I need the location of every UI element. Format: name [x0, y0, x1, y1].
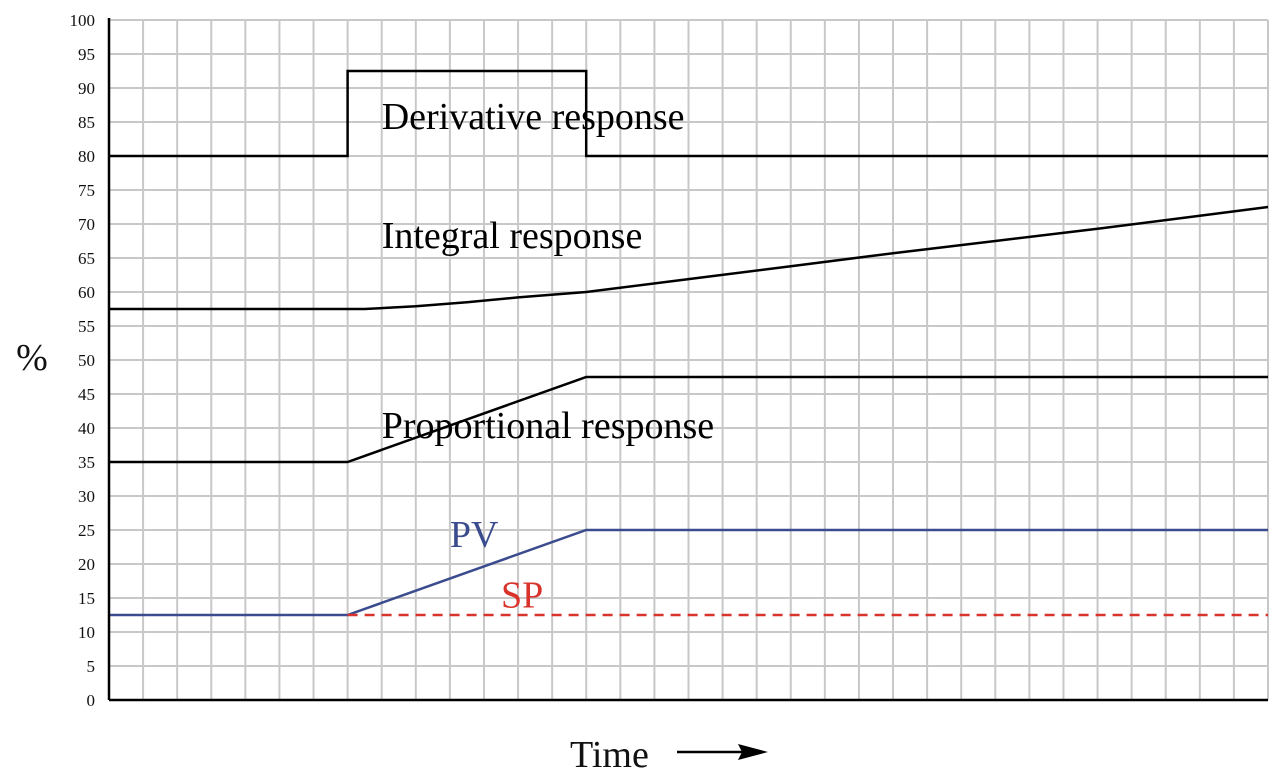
y-tick-label: 80 — [78, 147, 95, 166]
y-tick-label: 90 — [78, 79, 95, 98]
y-tick-label: 85 — [78, 113, 95, 132]
series-line-integral — [109, 205, 1269, 311]
y-tick-labels: 0 5 10 15 20 25 30 35 40 45 50 55 60 65 70 75 80 85 90 95 10… — [70, 11, 96, 710]
grid — [108, 19, 1269, 701]
series-line-pv — [109, 528, 1268, 617]
y-tick-label: 0 — [87, 691, 96, 710]
series-lines — [109, 69, 1269, 617]
annotations: Derivative response Integral response Prop… — [382, 96, 714, 617]
y-axis-label: % — [16, 337, 48, 379]
axes — [107, 18, 1268, 702]
y-tick-label: 20 — [78, 555, 95, 574]
y-tick-label: 15 — [78, 589, 95, 608]
y-tick-label: 25 — [78, 521, 95, 540]
annotation-sp: SP — [501, 575, 543, 617]
y-tick-label: 5 — [87, 657, 96, 676]
y-tick-label: 95 — [78, 45, 95, 64]
y-tick-label: 45 — [78, 385, 95, 404]
y-tick-label: 70 — [78, 215, 95, 234]
annotation-integral: Integral response — [382, 215, 643, 257]
y-tick-label: 100 — [70, 11, 96, 30]
y-tick-label: 35 — [78, 453, 95, 472]
annotation-proportional: Proportional response — [382, 405, 714, 447]
x-axis-arrow-icon — [677, 744, 768, 760]
y-tick-label: 55 — [78, 317, 95, 336]
y-tick-label: 50 — [78, 351, 95, 370]
y-tick-label: 65 — [78, 249, 95, 268]
y-tick-label: 10 — [78, 623, 95, 642]
y-tick-label: 40 — [78, 419, 95, 438]
arrow-head-icon — [738, 744, 768, 760]
y-tick-label: 75 — [78, 181, 95, 200]
y-tick-label: 60 — [78, 283, 95, 302]
series-line-derivative — [109, 69, 1268, 158]
x-axis-label-group: Time — [570, 734, 768, 776]
series-line-proportional — [109, 375, 1268, 464]
annotation-pv: PV — [450, 514, 499, 556]
annotation-derivative: Derivative response — [382, 96, 685, 138]
x-axis-label: Time — [570, 734, 649, 776]
y-tick-label: 30 — [78, 487, 95, 506]
